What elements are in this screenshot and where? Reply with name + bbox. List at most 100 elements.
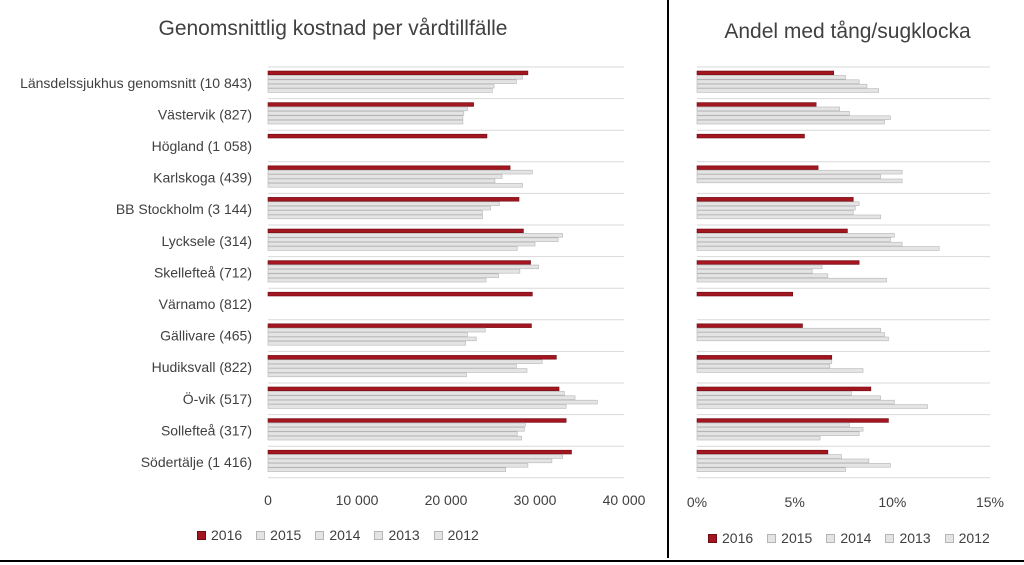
cost-legend-label: 2015: [270, 527, 302, 543]
forceps-x-tick-label: 0%: [687, 494, 707, 510]
forceps-legend-label: 2016: [722, 530, 754, 546]
cost-bar-2016: [267, 260, 531, 265]
forceps-bar-2015: [696, 169, 903, 175]
cost-bar-2014: [267, 458, 553, 464]
cost-bar-2016: [267, 418, 567, 423]
cost-chart-title: Genomsnittlig kostnad per vårdtillfälle: [158, 17, 508, 40]
cost-bar-2012: [267, 435, 522, 441]
forceps-chart-plot: 0% 5% 10% 15%: [687, 66, 1004, 510]
cost-bar-2016: [267, 355, 557, 360]
cost-bar-2015: [267, 169, 533, 175]
cost-bar-2012: [267, 214, 483, 220]
forceps-bar-2013: [696, 241, 903, 247]
cost-legend-item: 2014: [315, 527, 360, 543]
forceps-bar-2015: [696, 391, 852, 396]
cost-legend-item: 2015: [256, 527, 301, 543]
cost-legend-swatch: [256, 530, 266, 540]
forceps-bar-2014: [696, 79, 860, 84]
forceps-bar-2013: [696, 210, 854, 215]
cost-bar-2015: [267, 422, 526, 428]
cost-bar-2012: [267, 246, 518, 251]
cost-category-label: Högland (1 058): [152, 138, 252, 154]
forceps-legend-item: 2012: [944, 530, 990, 546]
forceps-bar-2013: [696, 83, 868, 89]
cost-category-label: Södertälje (1 416): [141, 454, 252, 470]
cost-bar-2016: [267, 386, 560, 392]
cost-legend-label: 2012: [447, 527, 479, 543]
forceps-chart-title: Andel med tång/sugklocka: [724, 20, 971, 43]
forceps-bar-2014: [696, 332, 885, 337]
forceps-legend-swatch: [767, 533, 777, 543]
cost-bar-2015: [267, 106, 468, 112]
forceps-bar-2012: [696, 246, 940, 251]
forceps-bar-2016: [696, 355, 833, 360]
cost-legend-label: 2014: [329, 527, 361, 543]
cost-bar-2015: [267, 233, 563, 238]
cost-bar-2013: [267, 115, 464, 120]
forceps-legend-label: 2013: [899, 530, 931, 546]
forceps-bar-2012: [696, 435, 821, 441]
forceps-bar-2015: [696, 327, 881, 333]
cost-bar-2013: [267, 178, 496, 184]
forceps-bar-2015: [696, 264, 823, 270]
forceps-bar-2013: [696, 178, 903, 184]
forceps-bar-2016: [696, 260, 860, 265]
forceps-bar-2016: [696, 102, 817, 107]
forceps-bar-2012: [696, 277, 887, 283]
cost-bar-2016: [267, 133, 488, 139]
cost-legend-item: 2013: [374, 527, 420, 543]
forceps-bar-2015: [696, 75, 846, 80]
cost-bar-2014: [267, 237, 559, 242]
forceps-bar-2014: [696, 363, 831, 369]
forceps-bar-2014: [696, 458, 870, 464]
cost-x-tick-label: 40 000: [603, 492, 646, 508]
cost-category-label: Ö-vik (517): [183, 390, 252, 407]
cost-category-label: Gällivare (465): [160, 328, 252, 344]
cost-bar-2013: [267, 463, 529, 468]
cost-bar-2016: [267, 291, 533, 297]
forceps-bar-2014: [696, 237, 891, 242]
cost-bar-2012: [267, 88, 493, 93]
forceps-bar-2012: [696, 119, 885, 125]
cost-bar-2015: [267, 201, 500, 206]
cost-bar-2016: [267, 228, 524, 234]
cost-bar-2016: [267, 102, 474, 107]
cost-x-tick-label: 30 000: [514, 492, 557, 508]
forceps-bar-2013: [696, 273, 829, 278]
cost-category-label: Västervik (827): [158, 106, 252, 122]
forceps-bar-2014: [696, 395, 881, 400]
forceps-bar-2013: [696, 336, 889, 342]
cost-bar-2016: [267, 197, 520, 202]
cost-bar-2016: [267, 165, 511, 170]
cost-category-label: Skellefteå (712): [154, 264, 252, 280]
forceps-x-tick-label: 5%: [785, 494, 805, 510]
cost-chart-panel: Genomsnittlig kostnad per vårdtillfälle …: [20, 17, 646, 543]
cost-chart-plot: Länsdelssjukhus genomsnitt (10 843) Väste…: [20, 66, 646, 508]
forceps-bar-2015: [696, 233, 895, 238]
forceps-x-tick-label: 10%: [878, 494, 906, 510]
forceps-bar-2016: [696, 386, 872, 392]
cost-bar-2013: [267, 431, 518, 436]
cost-bar-2012: [267, 183, 523, 188]
cost-legend-swatch: [374, 530, 384, 540]
cost-x-tick-label: 20 000: [425, 492, 468, 508]
forceps-bar-2014: [696, 174, 881, 179]
forceps-bar-2016: [696, 70, 835, 76]
cost-bar-2016: [267, 70, 529, 76]
forceps-bar-2016: [696, 228, 848, 234]
cost-bar-2013: [267, 336, 477, 342]
cost-bar-2013: [267, 399, 598, 405]
cost-bar-2013: [267, 241, 536, 247]
cost-legend-label: 2016: [211, 527, 243, 543]
forceps-legend-swatch: [826, 533, 836, 543]
cost-bar-2014: [267, 79, 517, 84]
forceps-chart-legend: 2016 2015 2014 2013 2012: [708, 530, 1004, 546]
forceps-bar-2015: [696, 106, 840, 112]
cost-bar-2012: [267, 119, 464, 125]
cost-category-label: BB Stockholm (3 144): [116, 201, 252, 217]
forceps-legend-swatch: [708, 533, 717, 543]
cost-bar-2014: [267, 111, 465, 116]
forceps-x-tick-label: 15%: [976, 494, 1004, 510]
forceps-legend-label: 2012: [958, 530, 990, 546]
cost-category-label: Lycksele (314): [161, 233, 252, 249]
